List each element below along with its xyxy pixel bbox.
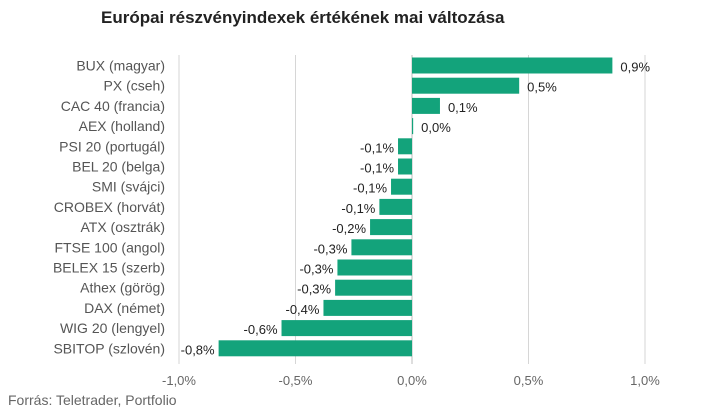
x-axis-ticks: -1,0% -0,5% 0,0% 0,5% 1,0% [162,373,660,388]
value-label: -0,1% [360,140,394,155]
bar [398,138,412,155]
bar [337,259,412,276]
value-label: 0,0% [421,120,451,135]
value-label: 0,1% [448,100,478,115]
value-labels: 0,9% 0,5% 0,1% 0,0% -0,1% -0,1% -0,1% -0,1% -0,2… [181,60,651,358]
value-label: -0,6% [244,322,278,337]
value-label: -0,1% [341,201,375,216]
category-label: PSI 20 (portugál) [59,138,165,154]
bar [412,97,440,114]
category-label: BEL 20 (belga) [72,159,165,175]
category-label: Athex (görög) [80,280,165,296]
bar [218,340,412,357]
value-label: -0,3% [313,241,347,256]
value-label: 0,5% [527,80,557,95]
x-tick-label: 1,0% [630,373,660,388]
value-label: -0,2% [332,221,366,236]
bar [412,57,613,74]
x-tick-label: -1,0% [162,373,196,388]
category-label: SMI (svájci) [92,179,165,195]
bars [218,57,613,357]
category-label: FTSE 100 (angol) [55,239,166,255]
bar [391,178,412,195]
value-label: -0,1% [360,161,394,176]
bar [412,77,520,94]
bar [370,219,412,236]
x-tick-label: -0,5% [279,373,313,388]
category-label: CROBEX (horvát) [54,199,165,215]
bar [412,118,414,135]
x-tick-label: 0,0% [397,373,427,388]
value-label: -0,1% [353,181,387,196]
category-label: AEX (holland) [79,118,165,134]
bar [379,198,412,215]
bar [335,279,412,296]
category-label: PX (cseh) [104,78,165,94]
category-label: DAX (német) [84,300,165,316]
value-label: 0,9% [620,60,650,75]
chart-title: Európai részvényindexek értékének mai vá… [101,8,505,27]
source-note: Forrás: Teletrader, Portfolio [8,392,177,408]
category-labels: BUX (magyar) PX (cseh) CAC 40 (francia) AEX… [53,58,165,357]
category-label: ATX (osztrák) [80,219,165,235]
category-label: BELEX 15 (szerb) [53,260,165,276]
category-label: SBITOP (szlovén) [53,340,165,356]
bar [281,320,412,337]
bar [351,239,412,256]
bar [323,299,412,316]
category-label: WIG 20 (lengyel) [60,320,165,336]
bar [398,158,412,175]
value-label: -0,3% [299,262,333,277]
value-label: -0,3% [297,282,331,297]
value-label: -0,8% [181,342,215,357]
value-label: -0,4% [285,302,319,317]
category-label: BUX (magyar) [76,58,165,74]
x-tick-label: 0,5% [514,373,544,388]
category-label: CAC 40 (francia) [61,98,165,114]
